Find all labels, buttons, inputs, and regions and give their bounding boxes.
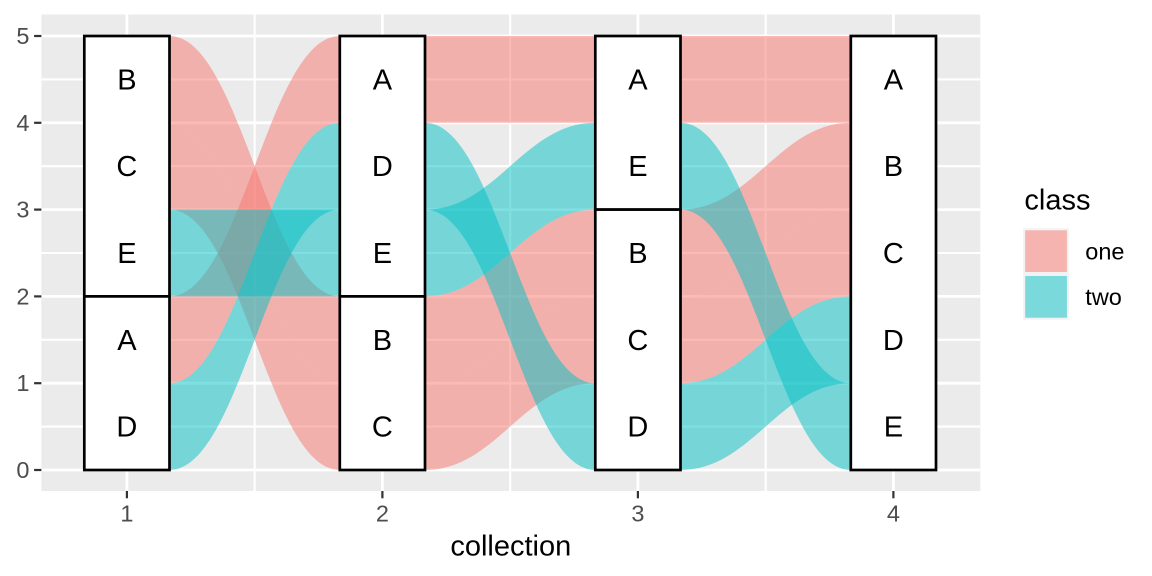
svg-text:2: 2 [376, 501, 389, 527]
svg-text:1: 1 [16, 370, 29, 396]
svg-text:A: A [373, 64, 393, 96]
svg-text:C: C [116, 151, 137, 183]
svg-text:A: A [884, 64, 904, 96]
svg-text:3: 3 [631, 501, 644, 527]
svg-text:3: 3 [16, 197, 29, 223]
svg-text:B: B [373, 325, 392, 357]
svg-text:E: E [884, 412, 903, 444]
svg-text:class: class [1024, 185, 1090, 217]
svg-text:C: C [627, 325, 648, 357]
svg-text:B: B [117, 64, 136, 96]
svg-text:4: 4 [16, 110, 29, 136]
svg-text:B: B [884, 151, 903, 183]
svg-text:E: E [373, 238, 392, 270]
svg-text:two: two [1085, 284, 1122, 310]
svg-text:A: A [628, 64, 648, 96]
svg-text:5: 5 [16, 23, 29, 49]
svg-text:D: D [627, 412, 648, 444]
svg-text:E: E [628, 151, 647, 183]
svg-text:A: A [117, 325, 137, 357]
svg-text:C: C [372, 412, 393, 444]
svg-text:2: 2 [16, 283, 29, 309]
svg-text:C: C [883, 238, 904, 270]
svg-text:4: 4 [887, 501, 900, 527]
svg-text:B: B [628, 238, 647, 270]
svg-text:E: E [117, 238, 136, 270]
svg-text:D: D [883, 325, 904, 357]
svg-text:D: D [116, 412, 137, 444]
svg-text:0: 0 [16, 457, 29, 483]
svg-text:1: 1 [120, 501, 133, 527]
svg-text:one: one [1085, 239, 1124, 265]
svg-text:D: D [372, 151, 393, 183]
svg-text:collection: collection [450, 531, 571, 563]
